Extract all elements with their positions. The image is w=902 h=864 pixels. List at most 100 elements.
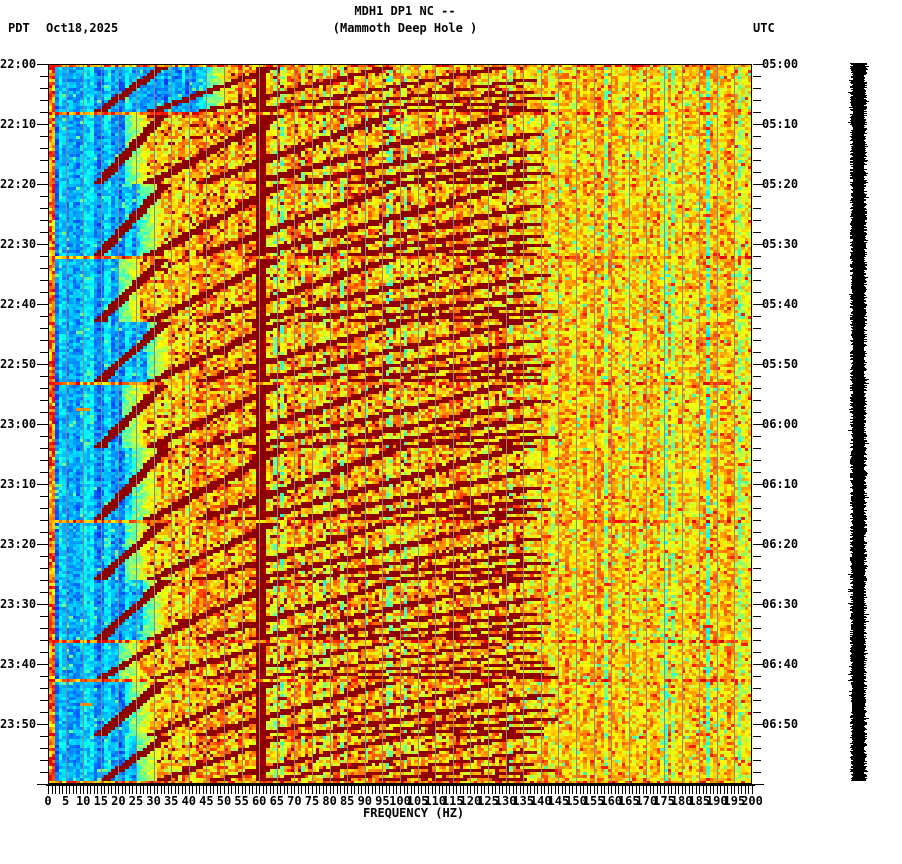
- x-axis-tick: [449, 786, 450, 794]
- x-axis-tick: [446, 786, 447, 794]
- x-axis-tick: [713, 786, 714, 794]
- x-axis-tick-label: 45: [199, 794, 214, 808]
- left-axis-tick: [40, 580, 48, 581]
- right-axis-tick-label: 05:00: [762, 57, 799, 71]
- x-axis-tick: [460, 786, 461, 794]
- x-axis-tick: [727, 786, 728, 794]
- x-axis-tick: [636, 786, 637, 794]
- right-axis-tick: [753, 256, 761, 257]
- x-axis-tick: [685, 786, 686, 794]
- x-axis-tick: [132, 786, 133, 794]
- x-axis-tick: [305, 786, 306, 794]
- x-axis-tick: [509, 786, 510, 794]
- x-axis-tick: [76, 786, 77, 794]
- x-axis-tick: [703, 786, 704, 794]
- right-axis-tick: [753, 364, 764, 365]
- x-axis-tick: [706, 786, 707, 794]
- right-axis-tick: [753, 664, 764, 665]
- x-axis-tick: [228, 786, 229, 794]
- right-axis-tick: [753, 700, 761, 701]
- x-axis-tick: [340, 786, 341, 794]
- left-axis-tick-label: 23:10: [0, 477, 37, 491]
- right-axis-tick: [753, 400, 761, 401]
- x-axis-tick: [189, 786, 190, 794]
- left-axis-tick: [40, 112, 48, 113]
- left-axis-tick: [40, 628, 48, 629]
- x-axis-tick: [171, 786, 172, 794]
- x-axis-tick: [291, 786, 292, 794]
- x-axis-tick: [66, 786, 67, 794]
- x-axis-tick: [639, 786, 640, 794]
- x-axis-tick-label: 15: [93, 794, 109, 808]
- x-axis-tick-label: 20: [111, 794, 126, 808]
- x-axis-tick: [238, 786, 239, 794]
- x-axis-tick: [73, 786, 74, 794]
- x-axis-tick: [326, 786, 327, 794]
- x-axis-tick: [520, 786, 521, 794]
- x-axis-tick: [646, 786, 647, 794]
- x-axis-tick: [541, 786, 542, 794]
- x-axis-tick: [717, 786, 718, 794]
- x-axis-tick-label: 0: [44, 794, 52, 808]
- left-axis-tick: [40, 376, 48, 377]
- x-axis-tick: [699, 786, 700, 794]
- x-axis-tick: [203, 786, 204, 794]
- left-axis-tick: [40, 772, 48, 773]
- right-axis-tick: [753, 124, 764, 125]
- right-axis-tick: [753, 88, 761, 89]
- left-axis-tick: [40, 340, 48, 341]
- x-axis-tick-label: 120: [459, 794, 482, 808]
- x-axis-tick: [456, 786, 457, 794]
- right-axis-tick: [753, 424, 764, 425]
- x-axis-tick: [333, 786, 334, 794]
- x-axis-tick: [527, 786, 528, 794]
- left-axis-tick-label: 23:50: [0, 717, 37, 731]
- x-axis-tick: [516, 786, 517, 794]
- x-axis-tick: [594, 786, 595, 794]
- left-axis-tick: [40, 160, 48, 161]
- left-axis-tick: [40, 736, 48, 737]
- x-axis-tick: [192, 786, 193, 794]
- x-axis-tick: [748, 786, 749, 794]
- x-axis-tick-label: 185: [688, 794, 711, 808]
- x-axis-tick: [284, 786, 285, 794]
- right-axis-tick: [753, 616, 761, 617]
- x-axis-tick: [101, 786, 102, 794]
- x-axis-tick: [435, 786, 436, 794]
- x-axis-tick: [432, 786, 433, 794]
- right-axis-tick-label: 05:40: [762, 297, 799, 311]
- x-axis-tick-label: 60: [251, 794, 267, 808]
- x-axis-tick: [653, 786, 654, 794]
- x-axis-tick: [347, 786, 348, 794]
- right-axis-tick-label: 05:50: [762, 357, 799, 371]
- x-axis-tick: [537, 786, 538, 794]
- left-axis-tick: [40, 688, 48, 689]
- left-axis-tick: [40, 268, 48, 269]
- right-axis-tick: [753, 184, 764, 185]
- x-axis-tick: [611, 786, 612, 794]
- right-axis-tick: [753, 112, 761, 113]
- x-axis-tick: [161, 786, 162, 794]
- right-axis-tick: [753, 196, 761, 197]
- x-axis-tick: [157, 786, 158, 794]
- x-axis-tick: [252, 786, 253, 794]
- right-axis-tick-label: 06:40: [762, 657, 799, 671]
- x-axis-tick-label: 70: [287, 794, 302, 808]
- x-axis-tick: [558, 786, 559, 794]
- x-axis-tick: [692, 786, 693, 794]
- x-axis-tick: [414, 786, 415, 794]
- right-axis-tick: [753, 448, 761, 449]
- x-axis-tick: [492, 786, 493, 794]
- x-axis-tick: [118, 786, 119, 794]
- page-title: MDH1 DP1 NC --: [354, 4, 456, 18]
- left-axis-tick: [40, 640, 48, 641]
- left-axis-tick: [40, 556, 48, 557]
- left-axis-tick: [40, 172, 48, 173]
- x-axis-tick: [502, 786, 503, 794]
- x-axis-tick: [587, 786, 588, 794]
- seismogram-trace: [846, 61, 872, 783]
- x-axis-tick: [115, 786, 116, 794]
- x-axis-tick: [404, 786, 405, 794]
- x-axis-tick: [386, 786, 387, 794]
- x-axis-tick-label: 10: [75, 794, 91, 808]
